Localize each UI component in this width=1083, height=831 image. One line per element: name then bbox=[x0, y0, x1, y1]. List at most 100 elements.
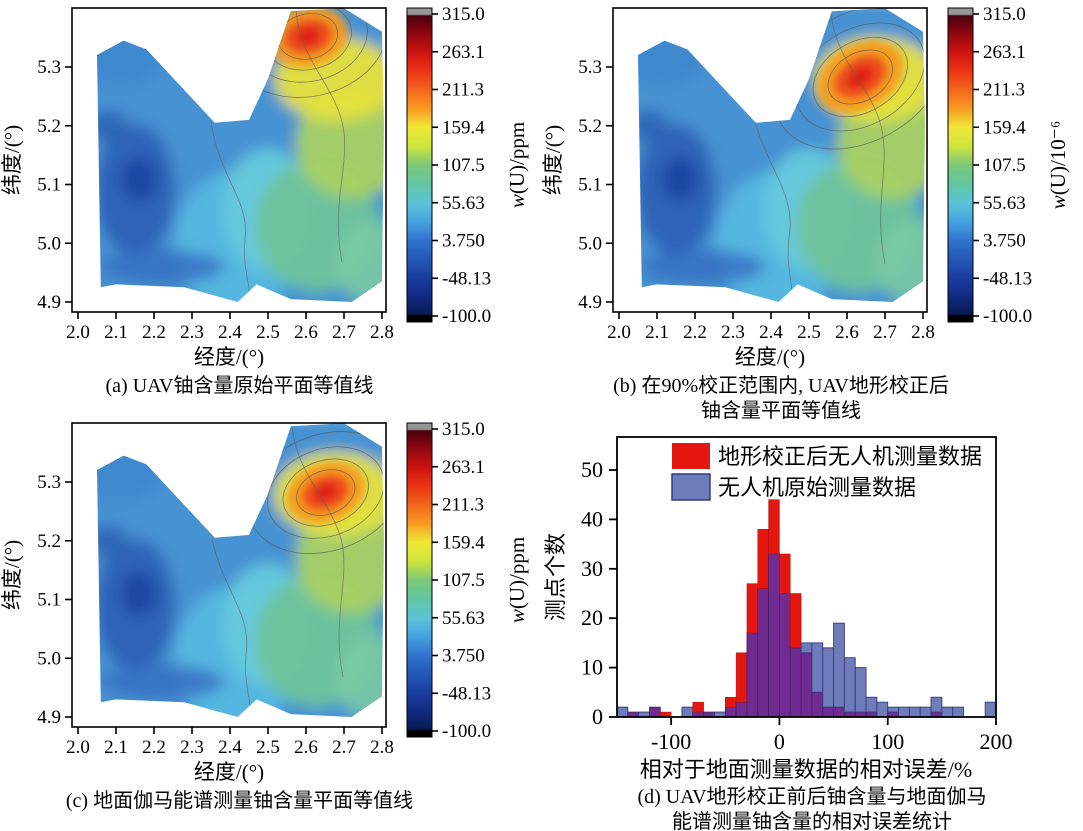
svg-text:3.750: 3.750 bbox=[983, 231, 1026, 252]
svg-text:2.5: 2.5 bbox=[256, 737, 280, 758]
svg-text:2.7: 2.7 bbox=[332, 322, 356, 343]
svg-text:30: 30 bbox=[581, 556, 603, 581]
caption-b-line2: 铀含量平面等值线 bbox=[701, 400, 861, 422]
svg-text:2.4: 2.4 bbox=[218, 737, 242, 758]
contour-field bbox=[596, 8, 925, 303]
svg-text:2.7: 2.7 bbox=[332, 737, 356, 758]
svg-text:2.6: 2.6 bbox=[294, 322, 318, 343]
svg-text:263.1: 263.1 bbox=[983, 42, 1026, 63]
svg-text:2.2: 2.2 bbox=[683, 322, 707, 343]
svg-text:2.3: 2.3 bbox=[721, 322, 745, 343]
svg-text:2.1: 2.1 bbox=[104, 322, 128, 343]
y-axis-label: 纬度/(°) bbox=[0, 540, 24, 610]
colorbar-label: w(U)/ppm bbox=[505, 537, 529, 623]
contour-plot-b: 2.0 2.1 2.2 2.3 2.4 2.5 2.6 2.7 2.8 5.3 5.2 5.1 5.0 4… bbox=[541, 4, 1070, 369]
svg-text:2.5: 2.5 bbox=[256, 322, 280, 343]
histogram-plot: -100 0 100 200 0 10 20 30 40 50 测点个数 相对于地面测量数据的相对… bbox=[543, 436, 1013, 782]
svg-text:2.0: 2.0 bbox=[66, 737, 90, 758]
x-axis-label: 经度/(°) bbox=[194, 760, 264, 784]
svg-text:20: 20 bbox=[581, 605, 603, 630]
svg-text:2.4: 2.4 bbox=[218, 322, 242, 343]
contour-field bbox=[55, 415, 384, 718]
svg-text:2.6: 2.6 bbox=[835, 322, 859, 343]
panel-a: 2.0 2.1 2.2 2.3 2.4 2.5 2.6 2.7 2.8 5.3 5.2 5.1 5.0 4… bbox=[0, 0, 541, 399]
svg-text:315.0: 315.0 bbox=[983, 4, 1026, 25]
svg-text:5.2: 5.2 bbox=[37, 531, 61, 552]
svg-text:2.3: 2.3 bbox=[180, 737, 204, 758]
svg-text:0: 0 bbox=[592, 704, 603, 729]
caption-d-line1: (d) UAV地形校正前后铀含量与地面伽马 bbox=[637, 786, 987, 808]
axes-box bbox=[71, 7, 387, 313]
svg-text:5.0: 5.0 bbox=[37, 648, 61, 669]
svg-text:5.1: 5.1 bbox=[37, 175, 61, 196]
svg-text:5.0: 5.0 bbox=[578, 233, 602, 254]
svg-text:159.4: 159.4 bbox=[442, 532, 485, 553]
svg-text:2.8: 2.8 bbox=[370, 737, 394, 758]
legend: 地形校正后无人机测量数据 无人机原始测量数据 bbox=[671, 443, 982, 501]
panel-d: -100 0 100 200 0 10 20 30 40 50 测点个数 相对于地面测量数据的相对… bbox=[541, 415, 1083, 831]
axis-ticks: 2.0 2.1 2.2 2.3 2.4 2.5 2.6 2.7 2.8 5.3 5.2 5.1 5.0 4… bbox=[37, 4, 491, 343]
svg-text:2.1: 2.1 bbox=[645, 322, 669, 343]
y-axis-label: 测点个数 bbox=[543, 533, 568, 621]
colorbar bbox=[406, 422, 433, 738]
legend-swatch-corrected bbox=[672, 443, 710, 469]
svg-text:2.1: 2.1 bbox=[104, 737, 128, 758]
panel-c: 2.0 2.1 2.2 2.3 2.4 2.5 2.6 2.7 2.8 5.3 5.2 5.1 5.0 4… bbox=[0, 415, 541, 814]
svg-text:5.2: 5.2 bbox=[578, 116, 602, 137]
svg-text:5.3: 5.3 bbox=[37, 472, 61, 493]
histogram-bars bbox=[616, 499, 997, 718]
svg-text:2.3: 2.3 bbox=[180, 322, 204, 343]
axes-box bbox=[612, 7, 928, 313]
svg-text:2.0: 2.0 bbox=[607, 322, 631, 343]
caption-a: (a) UAV铀含量原始平面等值线 bbox=[105, 375, 374, 397]
svg-text:50: 50 bbox=[581, 457, 603, 482]
svg-text:107.5: 107.5 bbox=[442, 155, 485, 176]
svg-text:3.750: 3.750 bbox=[442, 231, 485, 252]
panel-b: 2.0 2.1 2.2 2.3 2.4 2.5 2.6 2.7 2.8 5.3 5.2 5.1 5.0 4… bbox=[541, 0, 1083, 424]
y-axis-label: 纬度/(°) bbox=[541, 125, 565, 195]
svg-text:-100.0: -100.0 bbox=[442, 306, 491, 327]
contour-field bbox=[55, 8, 384, 303]
caption-d-line2: 能谱测量铀含量的相对误差统计 bbox=[672, 811, 952, 831]
svg-text:40: 40 bbox=[581, 506, 603, 531]
x-axis-label: 相对于地面测量数据的相对误差/% bbox=[640, 757, 972, 782]
svg-text:5.3: 5.3 bbox=[37, 57, 61, 78]
svg-text:2.2: 2.2 bbox=[142, 737, 166, 758]
svg-text:107.5: 107.5 bbox=[442, 570, 485, 591]
svg-text:-48.13: -48.13 bbox=[442, 683, 491, 704]
svg-text:-48.13: -48.13 bbox=[983, 268, 1032, 289]
svg-text:4.9: 4.9 bbox=[578, 292, 602, 313]
svg-text:211.3: 211.3 bbox=[983, 80, 1025, 101]
svg-text:55.63: 55.63 bbox=[442, 193, 485, 214]
svg-text:211.3: 211.3 bbox=[442, 80, 484, 101]
svg-text:211.3: 211.3 bbox=[442, 495, 484, 516]
svg-text:159.4: 159.4 bbox=[983, 117, 1026, 138]
svg-text:2.8: 2.8 bbox=[370, 322, 394, 343]
contour-plot-c: 2.0 2.1 2.2 2.3 2.4 2.5 2.6 2.7 2.8 5.3 5.2 5.1 5.0 4… bbox=[0, 415, 529, 784]
svg-text:107.5: 107.5 bbox=[983, 155, 1026, 176]
svg-text:315.0: 315.0 bbox=[442, 4, 485, 25]
svg-text:2.6: 2.6 bbox=[294, 737, 318, 758]
x-axis-label: 经度/(°) bbox=[194, 345, 264, 369]
svg-text:315.0: 315.0 bbox=[442, 419, 485, 440]
axes-box bbox=[71, 422, 387, 728]
svg-text:-48.13: -48.13 bbox=[442, 268, 491, 289]
svg-text:4.9: 4.9 bbox=[37, 707, 61, 728]
colorbar bbox=[947, 7, 974, 323]
colorbar bbox=[406, 7, 433, 323]
svg-text:-100: -100 bbox=[651, 729, 691, 754]
legend-label-raw: 无人机原始测量数据 bbox=[718, 475, 916, 500]
svg-text:263.1: 263.1 bbox=[442, 457, 485, 478]
svg-text:100: 100 bbox=[871, 729, 904, 754]
x-axis-label: 经度/(°) bbox=[735, 345, 805, 369]
colorbar-label: w(U)/ppm bbox=[505, 122, 529, 208]
svg-text:-100.0: -100.0 bbox=[442, 721, 491, 742]
svg-text:55.63: 55.63 bbox=[983, 193, 1026, 214]
svg-text:0: 0 bbox=[774, 729, 785, 754]
axis-ticks: 2.0 2.1 2.2 2.3 2.4 2.5 2.6 2.7 2.8 5.3 5.2 5.1 5.0 4… bbox=[578, 4, 1032, 343]
svg-text:3.750: 3.750 bbox=[442, 646, 485, 667]
svg-text:2.0: 2.0 bbox=[66, 322, 90, 343]
axis-ticks: 2.0 2.1 2.2 2.3 2.4 2.5 2.6 2.7 2.8 5.3 5.2 5.1 5.0 4… bbox=[37, 419, 491, 758]
caption-b-line1: (b) 在90%校正范围内, UAV地形校正后 bbox=[613, 375, 949, 397]
